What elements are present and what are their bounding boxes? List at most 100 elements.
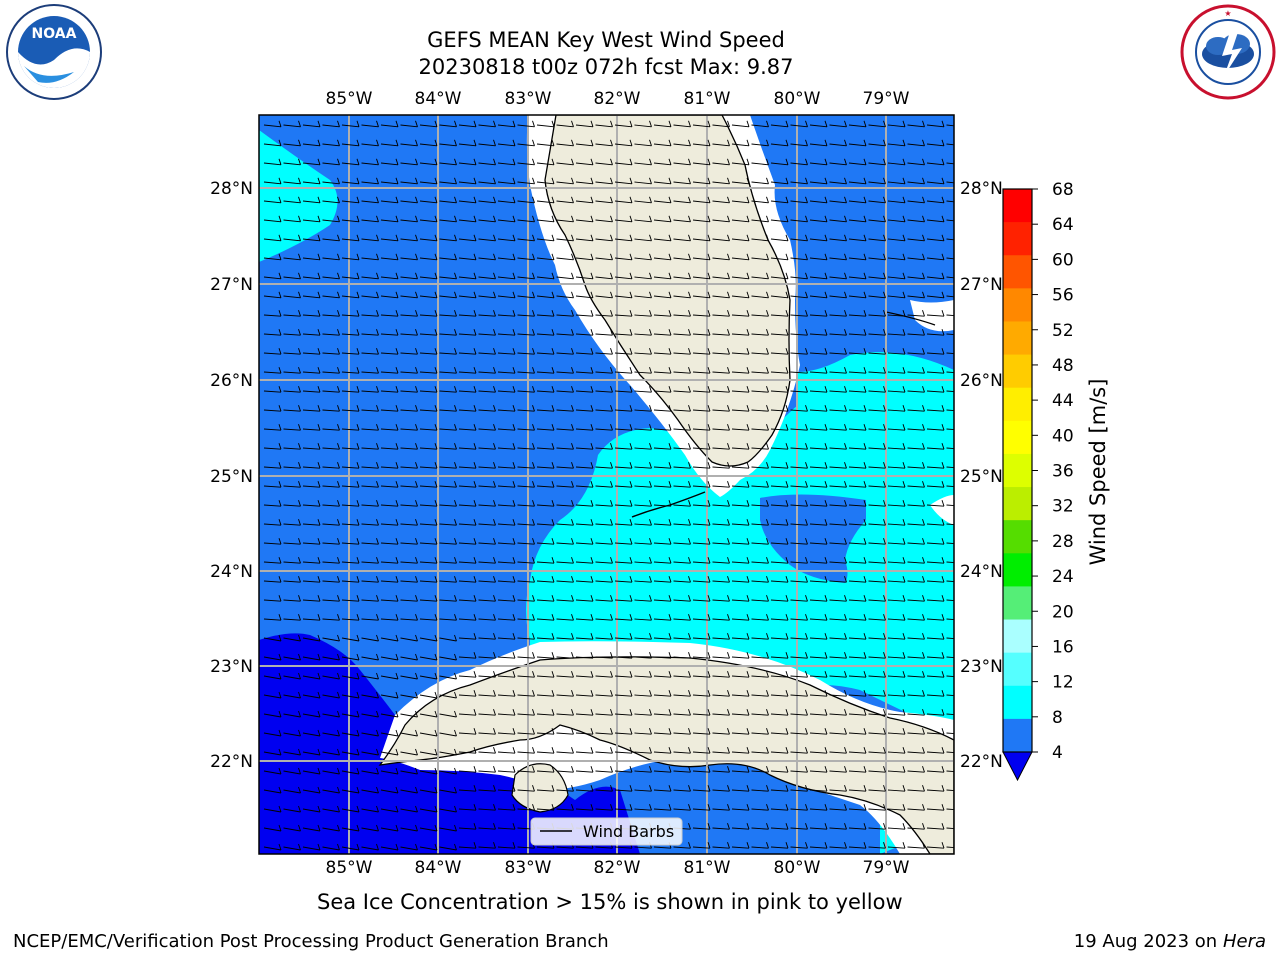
wind-barb [673, 538, 691, 545]
wind-barb [692, 538, 711, 545]
wind-barb [341, 595, 360, 602]
wind-barb [614, 747, 633, 754]
wind-barb [361, 824, 379, 832]
lat-label: 26°N [960, 371, 1003, 391]
wind-barb [868, 310, 886, 317]
wind-barb [848, 633, 867, 640]
wind-barb [926, 196, 945, 204]
wind-barb [790, 462, 808, 469]
wind-barb [653, 671, 672, 678]
chart-title: GEFS MEAN Key West Wind Speed [427, 28, 785, 52]
wind-barb [653, 196, 672, 204]
wind-barb [868, 291, 886, 299]
wind-barb [887, 234, 906, 242]
wind-barb [283, 177, 301, 185]
wind-barb [458, 766, 477, 773]
wind-barb [458, 310, 477, 317]
wind-barb [302, 519, 321, 526]
wind-barb [400, 614, 418, 621]
wind-barb [380, 120, 399, 128]
wind-barb [361, 595, 379, 602]
wind-barb [556, 633, 574, 640]
wind-barb [712, 329, 730, 336]
wind-barb [439, 843, 457, 851]
wind-barb [556, 462, 574, 469]
wind-barb [497, 785, 516, 792]
wind-barb [634, 139, 652, 147]
wind-barb [751, 386, 769, 393]
wind-barb [400, 329, 418, 336]
lat-label: 22°N [960, 752, 1003, 772]
map-legend: Wind Barbs [530, 817, 683, 846]
wind-barb [400, 843, 418, 851]
wind-barb [829, 690, 847, 697]
sea-ice-note: Sea Ice Concentration > 15% is shown in … [317, 890, 903, 914]
wind-barb [575, 633, 594, 640]
wind-barb [848, 766, 867, 773]
wind-barb [829, 766, 847, 773]
wind-barb [263, 557, 282, 564]
wind-barb [848, 842, 867, 849]
wind-barb [322, 748, 340, 756]
wind-barb [790, 728, 808, 735]
noaa-logo-text: NOAA [32, 26, 77, 42]
wind-barb [770, 690, 789, 697]
wind-barb [829, 538, 847, 545]
lat-label: 27°N [210, 275, 253, 295]
wind-barb [263, 710, 282, 718]
wind-barb [400, 767, 418, 775]
wind-barb [692, 177, 711, 185]
wind-barb [283, 253, 301, 261]
wind-barb [634, 215, 652, 223]
wind-barb [614, 139, 633, 147]
wind-barb [458, 633, 477, 640]
wind-barb [595, 538, 613, 545]
wind-barb [419, 215, 438, 223]
wind-barb [478, 557, 496, 564]
wind-barb [380, 634, 399, 642]
wind-barb [926, 462, 945, 469]
wind-barb [887, 139, 906, 147]
wind-barb [848, 823, 867, 830]
wind-barb [809, 481, 828, 488]
wind-barb [673, 519, 691, 526]
wind-barb [595, 291, 613, 299]
wind-barb [614, 405, 633, 412]
wind-barb [575, 462, 594, 469]
wind-barb [653, 348, 672, 355]
wind-barb [361, 215, 379, 223]
wind-barb [497, 234, 516, 242]
wind-barb [790, 158, 808, 166]
wind-barb [634, 481, 652, 488]
lon-label: 84°W [415, 89, 462, 109]
wind-barb [731, 177, 750, 185]
wind-barb [653, 215, 672, 223]
wind-barb [341, 729, 360, 737]
wind-barb [380, 443, 399, 450]
wind-barb [809, 804, 828, 811]
wind-barb [263, 786, 282, 794]
wind-barb [751, 253, 769, 261]
wind-barb [497, 386, 516, 393]
wind-barb [829, 234, 847, 242]
wind-barb [419, 843, 438, 851]
wind-barb [517, 728, 535, 735]
wind-barb [731, 823, 750, 830]
lat-label: 25°N [960, 467, 1003, 487]
wind-barb [848, 671, 867, 678]
wind-barb [283, 576, 301, 583]
wind-barb [634, 272, 652, 280]
wind-barb [263, 500, 282, 507]
wind-barb [263, 672, 282, 680]
wind-barb [302, 634, 321, 642]
wind-barb [712, 367, 730, 374]
colorbar-tick-label: 4 [1052, 743, 1063, 763]
wind-barb [848, 405, 867, 412]
wind-barb [712, 823, 730, 830]
wind-barb [322, 500, 340, 507]
wind-barb [458, 500, 477, 507]
wind-barb [614, 367, 633, 374]
wind-barb [400, 805, 418, 813]
wind-barb [536, 766, 555, 773]
wind-barb [263, 824, 282, 832]
